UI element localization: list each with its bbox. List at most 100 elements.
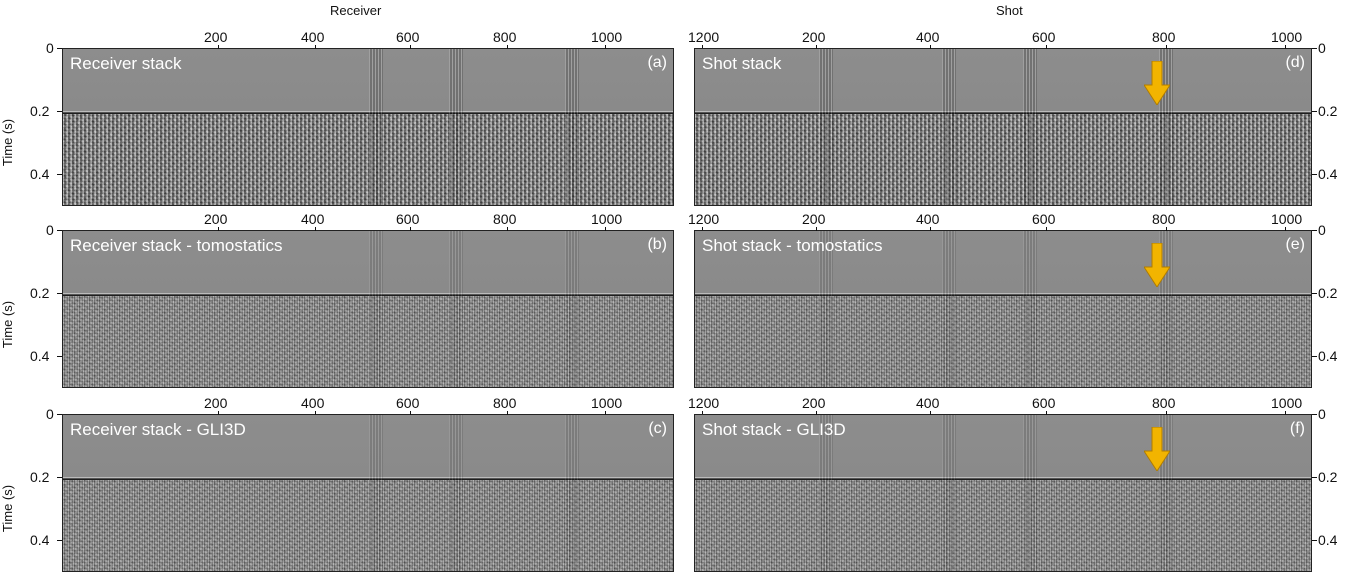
x-tick-label: 1000 bbox=[591, 29, 623, 45]
y-tick-label: 0 bbox=[1318, 406, 1326, 422]
static-streak bbox=[942, 415, 956, 571]
static-streak bbox=[819, 415, 833, 571]
x-tick-mark bbox=[507, 227, 508, 231]
x-tick-mark bbox=[218, 227, 219, 231]
first-break-line bbox=[63, 293, 673, 296]
panel-letter: (a) bbox=[647, 54, 667, 71]
y-tick-label: 0 bbox=[46, 406, 54, 422]
air-zone bbox=[695, 49, 1311, 112]
panel-title: Receiver stack - GLI3D bbox=[70, 420, 246, 439]
x-tick-mark bbox=[605, 411, 606, 415]
x-tick-mark bbox=[1046, 411, 1047, 415]
x-tick-mark bbox=[315, 227, 316, 231]
y-axis-label: Time (s) bbox=[0, 484, 16, 533]
panel-title: Receiver stack bbox=[70, 54, 182, 73]
panel-letter: (d) bbox=[1285, 54, 1305, 71]
x-tick-label: 1200 bbox=[688, 395, 720, 411]
x-tick-mark bbox=[218, 45, 219, 49]
y-tick-label: 0 bbox=[1318, 222, 1326, 238]
panel-letter: (e) bbox=[1285, 236, 1305, 253]
reflection-noise bbox=[63, 114, 673, 205]
y-tick-label: 0.2 bbox=[30, 285, 50, 301]
receiver-axis-title: Receiver bbox=[330, 3, 382, 18]
x-tick-mark bbox=[816, 227, 817, 231]
static-streak bbox=[942, 49, 956, 205]
x-tick-label: 1000 bbox=[1271, 29, 1303, 45]
x-tick-label: 200 bbox=[802, 395, 826, 411]
static-streak bbox=[369, 415, 383, 571]
x-tick-mark bbox=[702, 227, 703, 231]
x-tick-label: 1000 bbox=[1271, 395, 1303, 411]
y-tick-mark bbox=[1312, 356, 1317, 357]
x-tick-label: 1200 bbox=[688, 211, 720, 227]
y-tick-mark bbox=[1312, 477, 1317, 478]
panel-letter: (f) bbox=[1289, 420, 1305, 437]
x-tick-mark bbox=[702, 45, 703, 49]
y-tick-label: 0.4 bbox=[30, 166, 50, 182]
seismic-panel-e: Shot stack - tomostatics (e) bbox=[694, 230, 1312, 388]
x-tick-mark bbox=[1046, 227, 1047, 231]
y-tick-label: 0 bbox=[1318, 40, 1326, 56]
y-tick-label: 0 bbox=[46, 222, 54, 238]
y-tick-mark bbox=[1312, 48, 1317, 49]
x-tick-label: 400 bbox=[916, 29, 940, 45]
y-tick-label: 0.4 bbox=[1318, 348, 1338, 364]
seismic-panel-f: Shot stack - GLI3D (f) bbox=[694, 414, 1312, 572]
shot-axis-title: Shot bbox=[996, 3, 1023, 18]
first-break-line bbox=[63, 111, 673, 114]
x-tick-mark bbox=[1285, 227, 1286, 231]
x-tick-mark bbox=[930, 227, 931, 231]
y-tick-mark bbox=[1312, 414, 1317, 415]
static-streak bbox=[819, 49, 833, 205]
panel-letter: (c) bbox=[648, 420, 667, 437]
first-break-line bbox=[695, 111, 1311, 114]
x-tick-mark bbox=[605, 45, 606, 49]
reflection-noise bbox=[63, 480, 673, 571]
y-tick-label: 0.4 bbox=[30, 348, 50, 364]
y-tick-mark bbox=[57, 48, 62, 49]
reflection-noise bbox=[695, 480, 1311, 571]
x-tick-mark bbox=[605, 227, 606, 231]
y-tick-mark bbox=[1312, 293, 1317, 294]
x-tick-mark bbox=[410, 227, 411, 231]
y-tick-mark bbox=[57, 540, 62, 541]
x-tick-label: 200 bbox=[802, 29, 826, 45]
static-streak bbox=[449, 415, 463, 571]
x-tick-label: 600 bbox=[396, 211, 420, 227]
x-tick-mark bbox=[816, 411, 817, 415]
down-arrow-icon bbox=[1144, 243, 1170, 287]
y-axis-label: Time (s) bbox=[0, 118, 16, 167]
x-tick-label: 1200 bbox=[688, 29, 720, 45]
x-tick-label: 600 bbox=[396, 395, 420, 411]
y-tick-mark bbox=[1312, 111, 1317, 112]
x-tick-label: 800 bbox=[1152, 395, 1176, 411]
y-tick-mark bbox=[57, 477, 62, 478]
air-zone bbox=[695, 231, 1311, 294]
reflection-noise bbox=[695, 114, 1311, 205]
x-tick-label: 1000 bbox=[1271, 211, 1303, 227]
y-tick-label: 0.4 bbox=[1318, 166, 1338, 182]
x-tick-label: 200 bbox=[204, 29, 228, 45]
x-tick-label: 800 bbox=[1152, 29, 1176, 45]
y-tick-mark bbox=[1312, 540, 1317, 541]
panel-title: Shot stack - GLI3D bbox=[702, 420, 846, 439]
static-streak bbox=[565, 231, 579, 387]
static-streak bbox=[819, 231, 833, 387]
static-streak bbox=[1023, 231, 1037, 387]
x-tick-mark bbox=[930, 45, 931, 49]
y-tick-mark bbox=[1312, 174, 1317, 175]
reflection-noise bbox=[63, 296, 673, 387]
y-tick-label: 0.2 bbox=[1318, 469, 1338, 485]
x-tick-label: 200 bbox=[204, 211, 228, 227]
air-zone bbox=[63, 49, 673, 112]
y-tick-label: 0.2 bbox=[30, 103, 50, 119]
y-tick-mark bbox=[57, 414, 62, 415]
x-tick-mark bbox=[1166, 227, 1167, 231]
x-tick-mark bbox=[507, 45, 508, 49]
y-tick-mark bbox=[57, 174, 62, 175]
x-tick-mark bbox=[315, 411, 316, 415]
x-tick-label: 1000 bbox=[591, 211, 623, 227]
static-streak bbox=[565, 415, 579, 571]
x-tick-mark bbox=[1166, 411, 1167, 415]
y-tick-mark bbox=[57, 356, 62, 357]
